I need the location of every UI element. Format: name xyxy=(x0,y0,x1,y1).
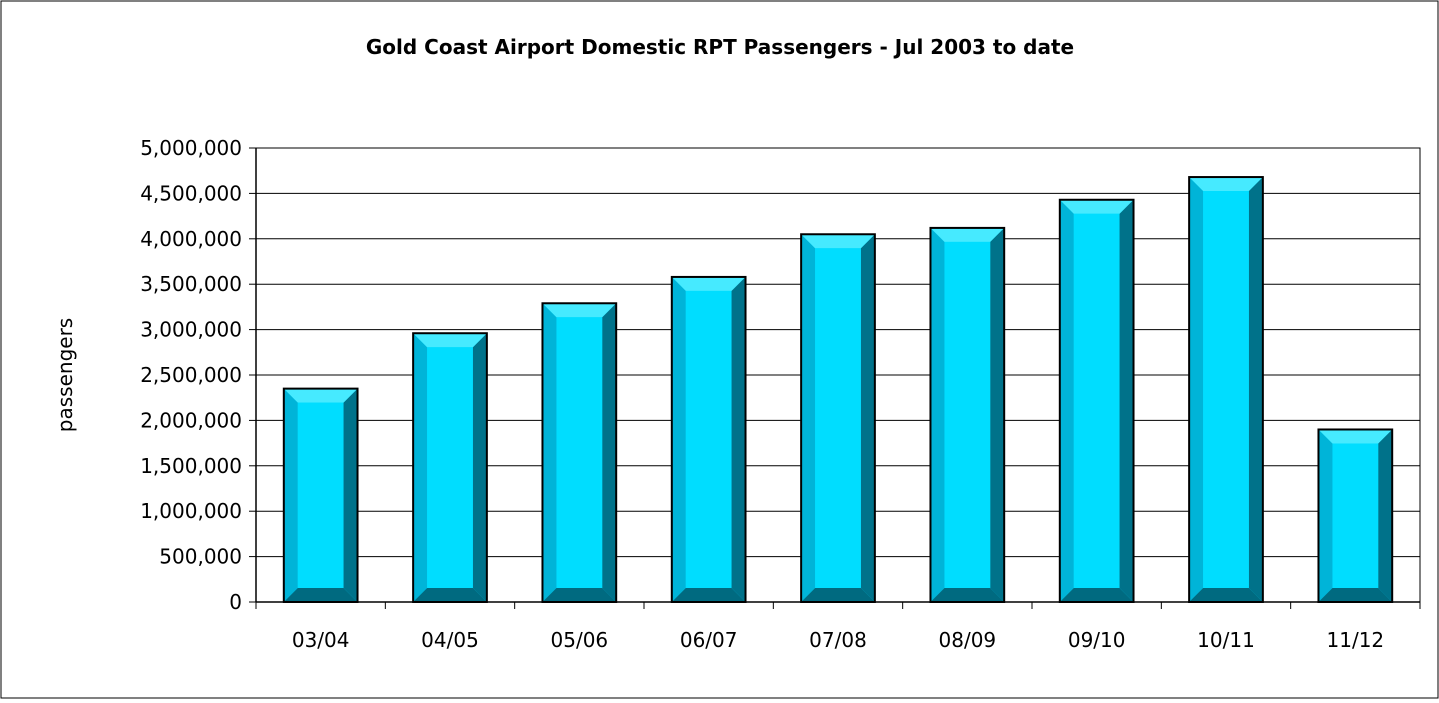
bar-top-bevel xyxy=(413,333,487,348)
bar-bottom-bevel xyxy=(801,588,875,602)
bar-face xyxy=(685,290,732,588)
bar-face xyxy=(556,317,603,588)
y-tick-label: 5,000,000 xyxy=(140,136,242,160)
bar xyxy=(1058,198,1135,603)
x-tick-label: 09/10 xyxy=(1068,628,1126,652)
bar-outline xyxy=(670,275,747,603)
bar-right-bevel xyxy=(1248,177,1263,602)
tick-labels: 0 500,000 1,000,000 1,500,000 2,000,000 2,500… xyxy=(140,136,1384,652)
bar-outline xyxy=(412,332,488,603)
bar-top-bevel xyxy=(1189,177,1263,192)
bar-bottom-bevel xyxy=(1318,588,1393,602)
y-tick-label: 2,500,000 xyxy=(140,363,242,387)
x-tick-label: 04/05 xyxy=(421,628,479,652)
x-tick-label: 05/06 xyxy=(551,628,609,652)
bar-right-bevel xyxy=(472,333,487,602)
y-tick-label: 3,500,000 xyxy=(140,272,242,296)
bar-outline xyxy=(1188,176,1264,603)
bars xyxy=(282,176,1394,604)
bar-bottom-bevel xyxy=(1189,588,1263,602)
bar-right-bevel xyxy=(343,388,358,602)
y-tick-label: 3,000,000 xyxy=(140,318,242,342)
bar-face xyxy=(1332,443,1379,588)
y-tick-label: 1,500,000 xyxy=(140,454,242,478)
bar-bottom-bevel xyxy=(283,588,358,602)
bar-outline xyxy=(929,226,1006,604)
bar-left-bevel xyxy=(283,388,298,602)
bar xyxy=(1317,428,1394,604)
bar-right-bevel xyxy=(731,276,746,602)
bar-top-bevel xyxy=(283,388,358,403)
bar-right-bevel xyxy=(1378,429,1393,602)
bar-face xyxy=(427,347,473,588)
bar-top-bevel xyxy=(671,276,746,291)
bar-bottom-bevel xyxy=(671,588,746,602)
bar-outline xyxy=(541,302,618,603)
bar-top-bevel xyxy=(1059,199,1134,214)
bar-face xyxy=(815,248,861,588)
bar-face xyxy=(297,402,344,588)
bar-top-bevel xyxy=(1318,429,1393,444)
bar-right-bevel xyxy=(1119,199,1134,603)
bar-left-bevel xyxy=(930,227,945,603)
bar-left-bevel xyxy=(1059,199,1074,603)
bar-outline xyxy=(800,233,876,603)
y-tick-label: 1,000,000 xyxy=(140,499,242,523)
bar-right-bevel xyxy=(602,303,617,602)
x-tick-label: 03/04 xyxy=(292,628,350,652)
bar-bottom-bevel xyxy=(1059,588,1134,602)
bar xyxy=(412,332,488,603)
bar-left-bevel xyxy=(801,234,816,602)
bar-right-bevel xyxy=(990,227,1005,603)
bar-outline xyxy=(1317,428,1394,604)
y-tick-label: 2,000,000 xyxy=(140,408,242,432)
bar xyxy=(282,387,359,603)
bar xyxy=(929,226,1006,604)
bar-top-bevel xyxy=(542,303,617,318)
bar-left-bevel xyxy=(413,333,428,602)
bar-left-bevel xyxy=(1189,177,1204,602)
x-tick-label: 10/11 xyxy=(1197,628,1255,652)
bar-left-bevel xyxy=(671,276,686,602)
y-tick-label: 4,500,000 xyxy=(140,181,242,205)
bar-outline xyxy=(282,387,359,603)
bar xyxy=(800,233,876,603)
bar-bottom-bevel xyxy=(542,588,617,602)
x-tick-label: 11/12 xyxy=(1327,628,1385,652)
chart-title: Gold Coast Airport Domestic RPT Passenge… xyxy=(366,35,1074,59)
bar-bottom-bevel xyxy=(930,588,1005,602)
bar-top-bevel xyxy=(930,227,1005,242)
bar xyxy=(670,275,747,603)
bar xyxy=(541,302,618,603)
bar-left-bevel xyxy=(542,303,557,602)
y-tick-label: 4,000,000 xyxy=(140,227,242,251)
bar-face xyxy=(1203,191,1249,588)
bar-right-bevel xyxy=(860,234,875,602)
bar-face xyxy=(1073,213,1120,589)
bar-left-bevel xyxy=(1318,429,1333,602)
bar-bottom-bevel xyxy=(413,588,487,602)
bar-outline xyxy=(1058,198,1135,603)
y-tick-label: 0 xyxy=(229,590,242,614)
x-tick-label: 08/09 xyxy=(939,628,997,652)
bar-face xyxy=(944,241,991,589)
y-axis-title: passengers xyxy=(53,318,77,432)
x-tick-label: 06/07 xyxy=(680,628,738,652)
y-tick-label: 500,000 xyxy=(159,545,242,569)
x-tick-label: 07/08 xyxy=(809,628,867,652)
bar xyxy=(1188,176,1264,603)
bar-top-bevel xyxy=(801,234,875,249)
